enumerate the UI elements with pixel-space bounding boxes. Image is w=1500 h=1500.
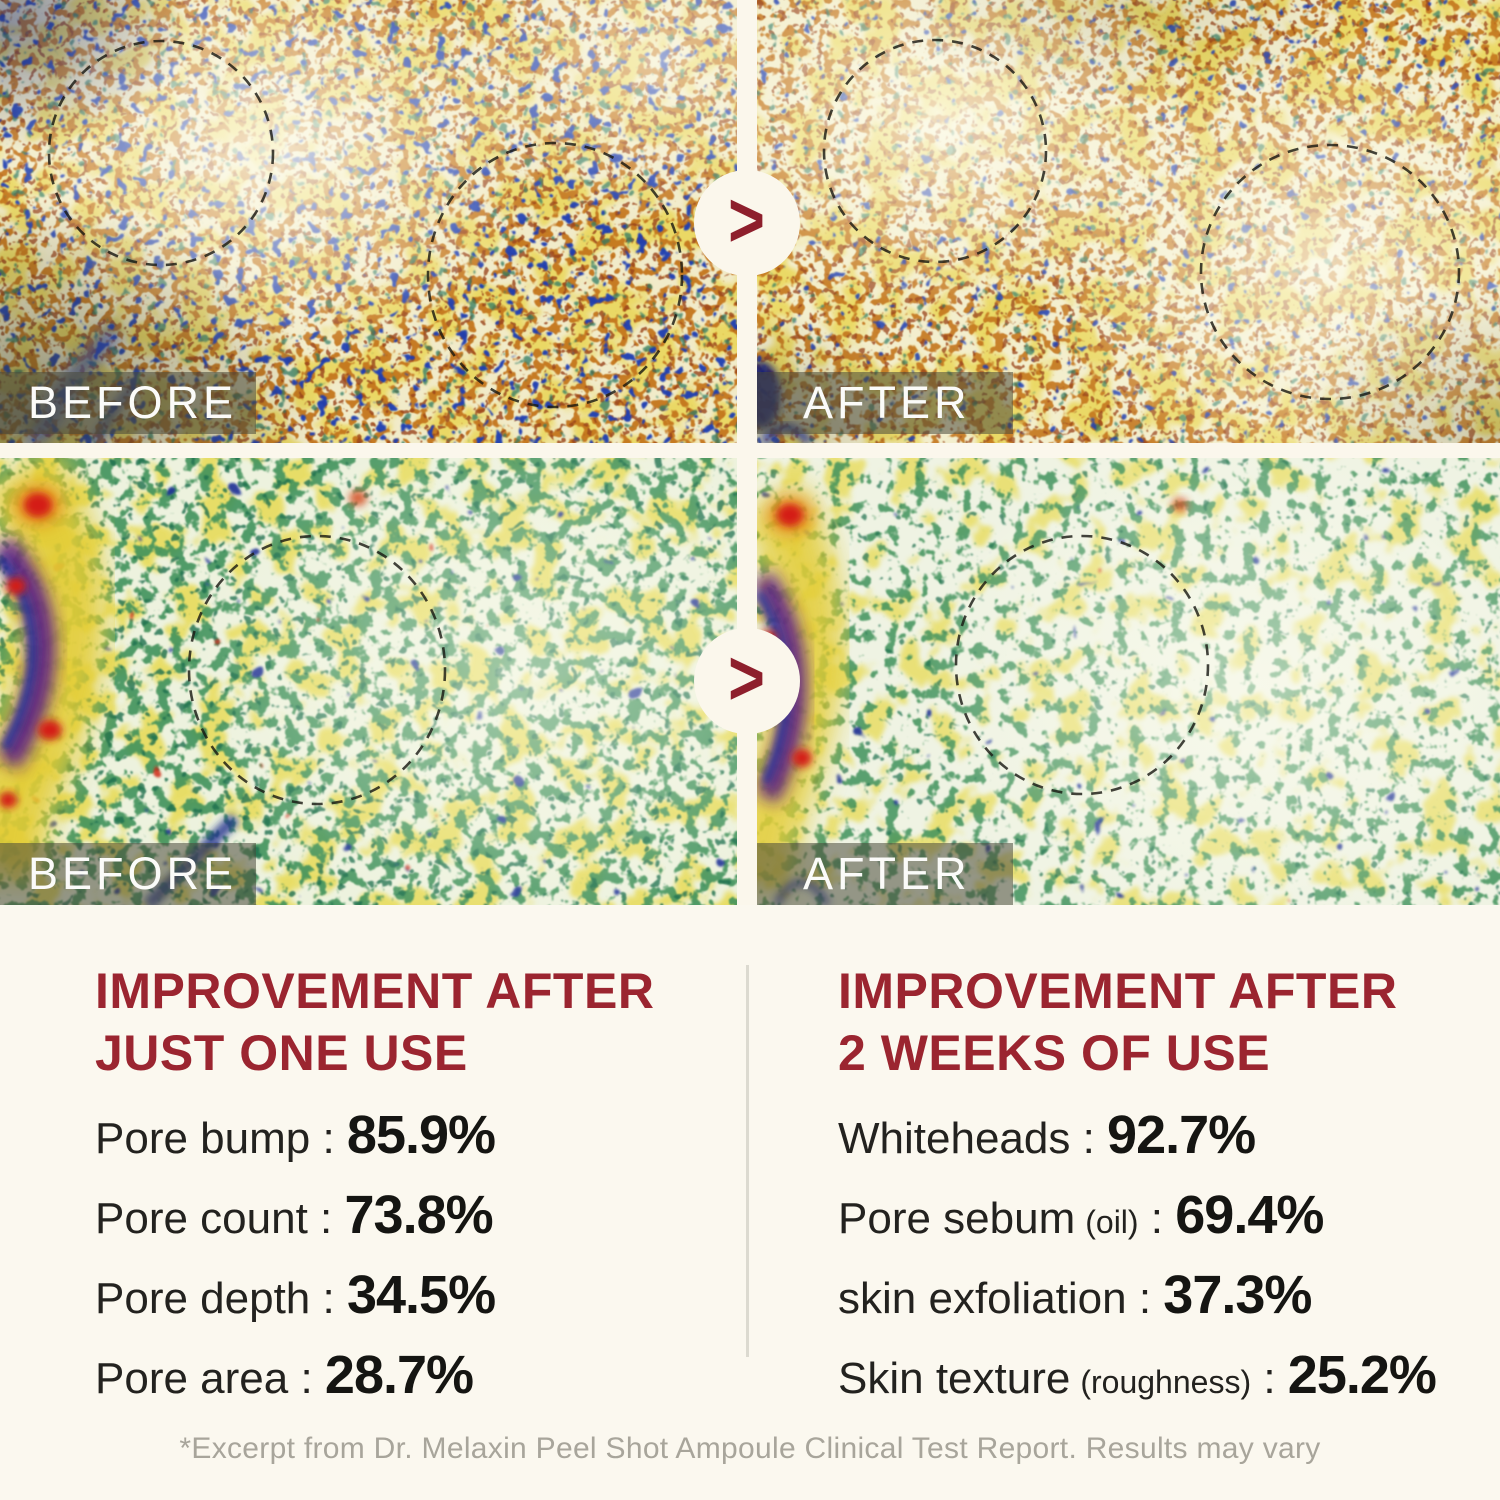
title-line: IMPROVEMENT AFTER — [95, 963, 655, 1019]
title-line: JUST ONE USE — [95, 1025, 468, 1081]
stat-row: Pore sebum (oil) : 69.4% — [838, 1184, 1478, 1246]
focus-circle — [47, 39, 275, 267]
stat-row: Pore bump : 85.9% — [95, 1104, 715, 1166]
stat-separator: : — [307, 1194, 345, 1243]
stats-list: Pore bump : 85.9% Pore count : 73.8% Por… — [95, 1104, 715, 1406]
skin-photo-pores-after — [757, 0, 1500, 443]
stat-separator: : — [1070, 1114, 1108, 1163]
stat-value: 73.8% — [344, 1185, 494, 1245]
focus-circle — [954, 534, 1210, 796]
chevron-right-icon: > — [728, 634, 766, 722]
stat-note: (roughness) — [1080, 1364, 1252, 1400]
hot-spot — [777, 504, 803, 526]
clinical-results-section: IMPROVEMENT AFTER JUST ONE USE Pore bump… — [0, 905, 1500, 1500]
stat-value: 28.7% — [324, 1345, 474, 1405]
stat-separator: : — [288, 1354, 325, 1403]
stat-note: (oil) — [1085, 1204, 1139, 1240]
stat-separator: : — [310, 1114, 347, 1163]
stat-row: Pore depth : 34.5% — [95, 1264, 715, 1326]
stat-separator: : — [1251, 1354, 1288, 1403]
arrow-badge-row1: > — [694, 170, 800, 276]
skin-photo-pores-before — [0, 0, 737, 443]
stat-row: Whiteheads : 92.7% — [838, 1104, 1478, 1166]
after-label-row2: AFTER — [757, 843, 1013, 905]
arrow-badge-row2: > — [694, 628, 800, 734]
stat-label: skin exfoliation — [838, 1274, 1127, 1323]
results-two-weeks: IMPROVEMENT AFTER 2 WEEKS OF USE Whitehe… — [838, 960, 1478, 1406]
after-label-row1: AFTER — [757, 372, 1013, 434]
stat-row: Pore count : 73.8% — [95, 1184, 715, 1246]
thermal-yellow-band — [0, 458, 107, 882]
stat-value: 92.7% — [1107, 1105, 1256, 1165]
skin-heatmap-texture-after — [757, 458, 1500, 905]
focus-circle — [1199, 143, 1461, 401]
stat-label: Pore area — [95, 1354, 289, 1403]
stats-list: Whiteheads : 92.7% Pore sebum (oil) : 69.… — [838, 1104, 1478, 1406]
stat-value: 25.2% — [1287, 1345, 1437, 1405]
results-title-two-weeks: IMPROVEMENT AFTER 2 WEEKS OF USE — [838, 960, 1478, 1084]
stat-value: 34.5% — [346, 1265, 496, 1325]
stat-label: Skin texture — [838, 1354, 1071, 1403]
footnote: *Excerpt from Dr. Melaxin Peel Shot Ampo… — [179, 1432, 1321, 1465]
stat-separator: : — [1126, 1274, 1164, 1323]
before-label-row1: BEFORE — [0, 372, 256, 434]
thermal-purple-band — [0, 536, 56, 770]
stat-label: Pore bump — [95, 1114, 311, 1163]
stat-label: Pore sebum — [838, 1194, 1076, 1243]
stat-row: Pore area : 28.7% — [95, 1344, 715, 1406]
row-gap — [0, 443, 1500, 458]
focus-circle — [822, 38, 1048, 264]
before-label-row2: BEFORE — [0, 843, 256, 905]
hot-spot — [24, 493, 52, 517]
skin-heatmap-texture-before — [0, 458, 737, 905]
focus-circle — [426, 141, 684, 409]
title-line: IMPROVEMENT AFTER — [838, 963, 1398, 1019]
stat-row: skin exfoliation : 37.3% — [838, 1264, 1478, 1326]
stat-value: 85.9% — [346, 1105, 496, 1165]
stat-separator: : — [310, 1274, 347, 1323]
stat-label: Pore count — [95, 1194, 308, 1243]
stat-label: Pore depth — [95, 1274, 311, 1323]
title-line: 2 WEEKS OF USE — [838, 1025, 1271, 1081]
stat-value: 37.3% — [1163, 1265, 1312, 1325]
results-title-one-use: IMPROVEMENT AFTER JUST ONE USE — [95, 960, 715, 1084]
results-column-divider — [746, 965, 749, 1357]
stat-separator: : — [1138, 1194, 1176, 1243]
stat-value: 69.4% — [1175, 1185, 1324, 1245]
stat-row: Skin texture (roughness) : 25.2% — [838, 1344, 1478, 1406]
focus-circle — [187, 534, 447, 806]
chevron-right-icon: > — [728, 176, 766, 264]
stat-label: Whiteheads — [838, 1114, 1071, 1163]
results-one-use: IMPROVEMENT AFTER JUST ONE USE Pore bump… — [95, 960, 715, 1406]
